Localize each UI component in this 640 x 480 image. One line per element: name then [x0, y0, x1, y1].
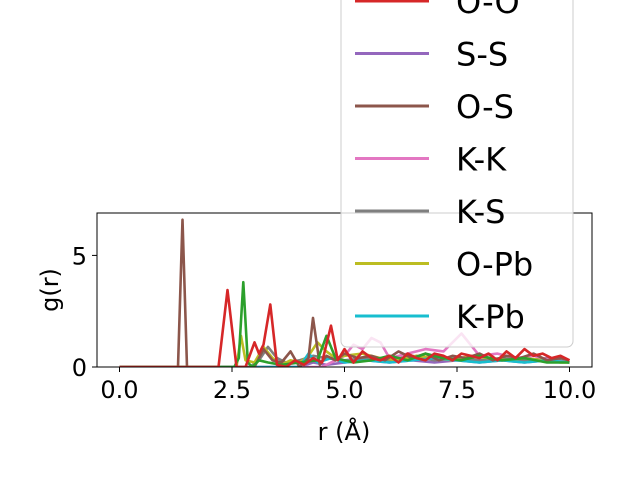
x-tick-label: 7.5 [438, 376, 476, 404]
legend: O-O S-S O-S K-K K-S O-Pb K-Pb [340, 0, 574, 348]
legend-box [340, 0, 574, 348]
series-line-o-o [119, 288, 571, 367]
x-tick-label: 10.0 [543, 376, 596, 404]
x-tick-label: 5.0 [325, 376, 363, 404]
y-tick-label: 5 [72, 242, 87, 270]
legend-label: O-O [456, 0, 520, 21]
x-axis-label: r (Å) [318, 417, 371, 446]
x-tick-label: 2.5 [213, 376, 251, 404]
y-axis-label: g(r) [36, 268, 64, 312]
legend-label: O-S [456, 88, 514, 126]
legend-label: K-K [456, 141, 507, 179]
legend-label: S-S [456, 36, 508, 74]
plot-area [119, 218, 571, 367]
x-tick-label: 0.0 [100, 376, 138, 404]
legend-label: K-Pb [456, 298, 525, 336]
y-tick-label: 0 [72, 354, 87, 382]
legend-label: K-S [456, 193, 505, 231]
legend-label: O-Pb [456, 246, 533, 284]
y-axis: 05 [72, 242, 97, 382]
x-axis: 0.0 2.5 5.0 7.5 10.0 [100, 367, 596, 404]
